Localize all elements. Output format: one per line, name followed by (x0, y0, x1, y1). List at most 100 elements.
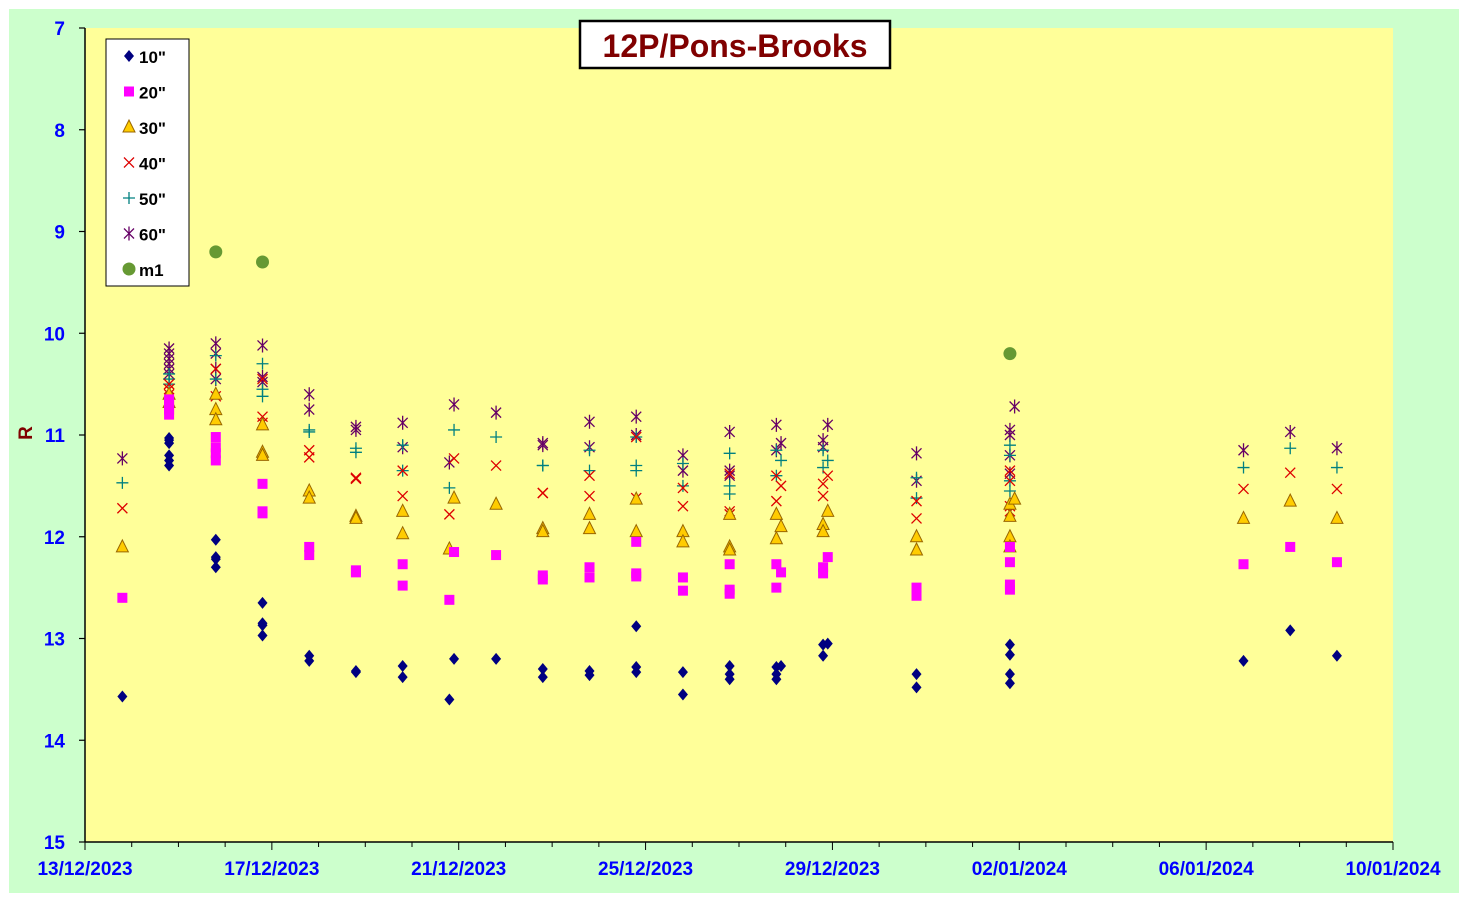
data-point (1003, 347, 1017, 361)
data-point (1331, 557, 1342, 568)
data-point (537, 438, 549, 453)
data-point (1009, 399, 1021, 414)
data-point (256, 255, 270, 269)
data-point (1004, 465, 1016, 477)
legend-label: 20" (139, 84, 166, 103)
data-point (723, 447, 736, 460)
data-point (722, 506, 737, 520)
data-point (490, 405, 502, 420)
data-point (115, 538, 130, 553)
data-point (676, 479, 689, 492)
data-point (776, 659, 787, 672)
data-point (584, 470, 595, 482)
data-point (771, 673, 782, 686)
data-point (164, 394, 175, 405)
legend-label: 10" (139, 48, 166, 67)
y-tick-label: 9 (54, 223, 65, 244)
y-axis-label: R (16, 426, 37, 440)
series-10-group (117, 432, 1342, 706)
data-point (676, 533, 690, 548)
data-point (210, 533, 221, 546)
data-point (1004, 677, 1015, 690)
legend-label: 30" (139, 119, 166, 138)
data-point (444, 594, 455, 605)
data-point (584, 414, 595, 429)
legend-label: m1 (139, 261, 164, 280)
data-point (583, 464, 596, 477)
legend-marker (123, 226, 135, 241)
data-point (770, 495, 782, 507)
legend-marker (122, 262, 136, 276)
data-point (537, 671, 548, 684)
data-point (116, 451, 128, 466)
data-point (537, 487, 549, 499)
data-point (350, 422, 362, 437)
data-point (449, 547, 460, 558)
data-point (910, 492, 923, 505)
data-point (584, 572, 595, 583)
data-point (350, 567, 361, 578)
data-point (776, 567, 787, 578)
data-point (629, 523, 644, 538)
data-point (490, 431, 503, 444)
data-point (397, 465, 409, 477)
data-point (1004, 638, 1015, 651)
data-point (1283, 493, 1298, 507)
data-point (208, 411, 223, 426)
data-point (164, 404, 175, 415)
data-point (208, 386, 223, 400)
data-point (395, 503, 410, 517)
y-tick-label: 12 (44, 528, 65, 549)
series-m1-group (209, 245, 1017, 361)
data-point (537, 574, 548, 585)
x-tick-label: 06/01/2024 (1159, 859, 1255, 880)
data-point (771, 582, 782, 593)
data-point (775, 436, 787, 451)
x-axis-ticks: 13/12/2023 17/12/2023 21/12/2023 25/12/2023… (37, 842, 1441, 880)
data-point (821, 454, 834, 467)
data-point (770, 444, 783, 457)
data-point (771, 559, 782, 570)
data-point (629, 490, 644, 505)
data-point (1238, 443, 1249, 458)
data-point (163, 378, 175, 390)
data-point (630, 431, 642, 443)
data-point (164, 399, 175, 410)
data-point (582, 506, 597, 520)
data-point (1285, 624, 1296, 637)
data-point (724, 468, 736, 480)
data-point (257, 619, 268, 632)
y-tick-label: 8 (54, 121, 65, 142)
data-point (775, 480, 787, 492)
data-point (210, 553, 221, 566)
data-point (396, 439, 409, 452)
data-point (397, 659, 408, 672)
legend-marker (123, 192, 135, 204)
data-point (303, 451, 315, 463)
data-point (630, 409, 642, 424)
data-point (584, 490, 595, 502)
data-point (350, 472, 362, 484)
data-point (1236, 510, 1251, 524)
data-point (911, 668, 922, 681)
x-tick-label: 02/01/2024 (972, 859, 1068, 880)
legend-marker (124, 86, 134, 97)
data-point (631, 536, 642, 547)
legend-frame (105, 38, 190, 287)
data-point (822, 552, 833, 563)
x-tick-label: 21/12/2023 (411, 859, 506, 880)
data-point (303, 425, 316, 438)
data-point (631, 620, 642, 633)
data-point (490, 460, 502, 471)
data-point (1284, 467, 1296, 479)
data-point (257, 338, 268, 353)
data-point (491, 652, 502, 665)
legend-marker (123, 157, 135, 168)
data-point (1007, 490, 1022, 505)
data-point (397, 671, 408, 684)
data-point (164, 437, 175, 450)
chart-title: 12P/Pons-Brooks (603, 28, 868, 64)
data-point (677, 585, 688, 596)
data-point (724, 588, 735, 599)
